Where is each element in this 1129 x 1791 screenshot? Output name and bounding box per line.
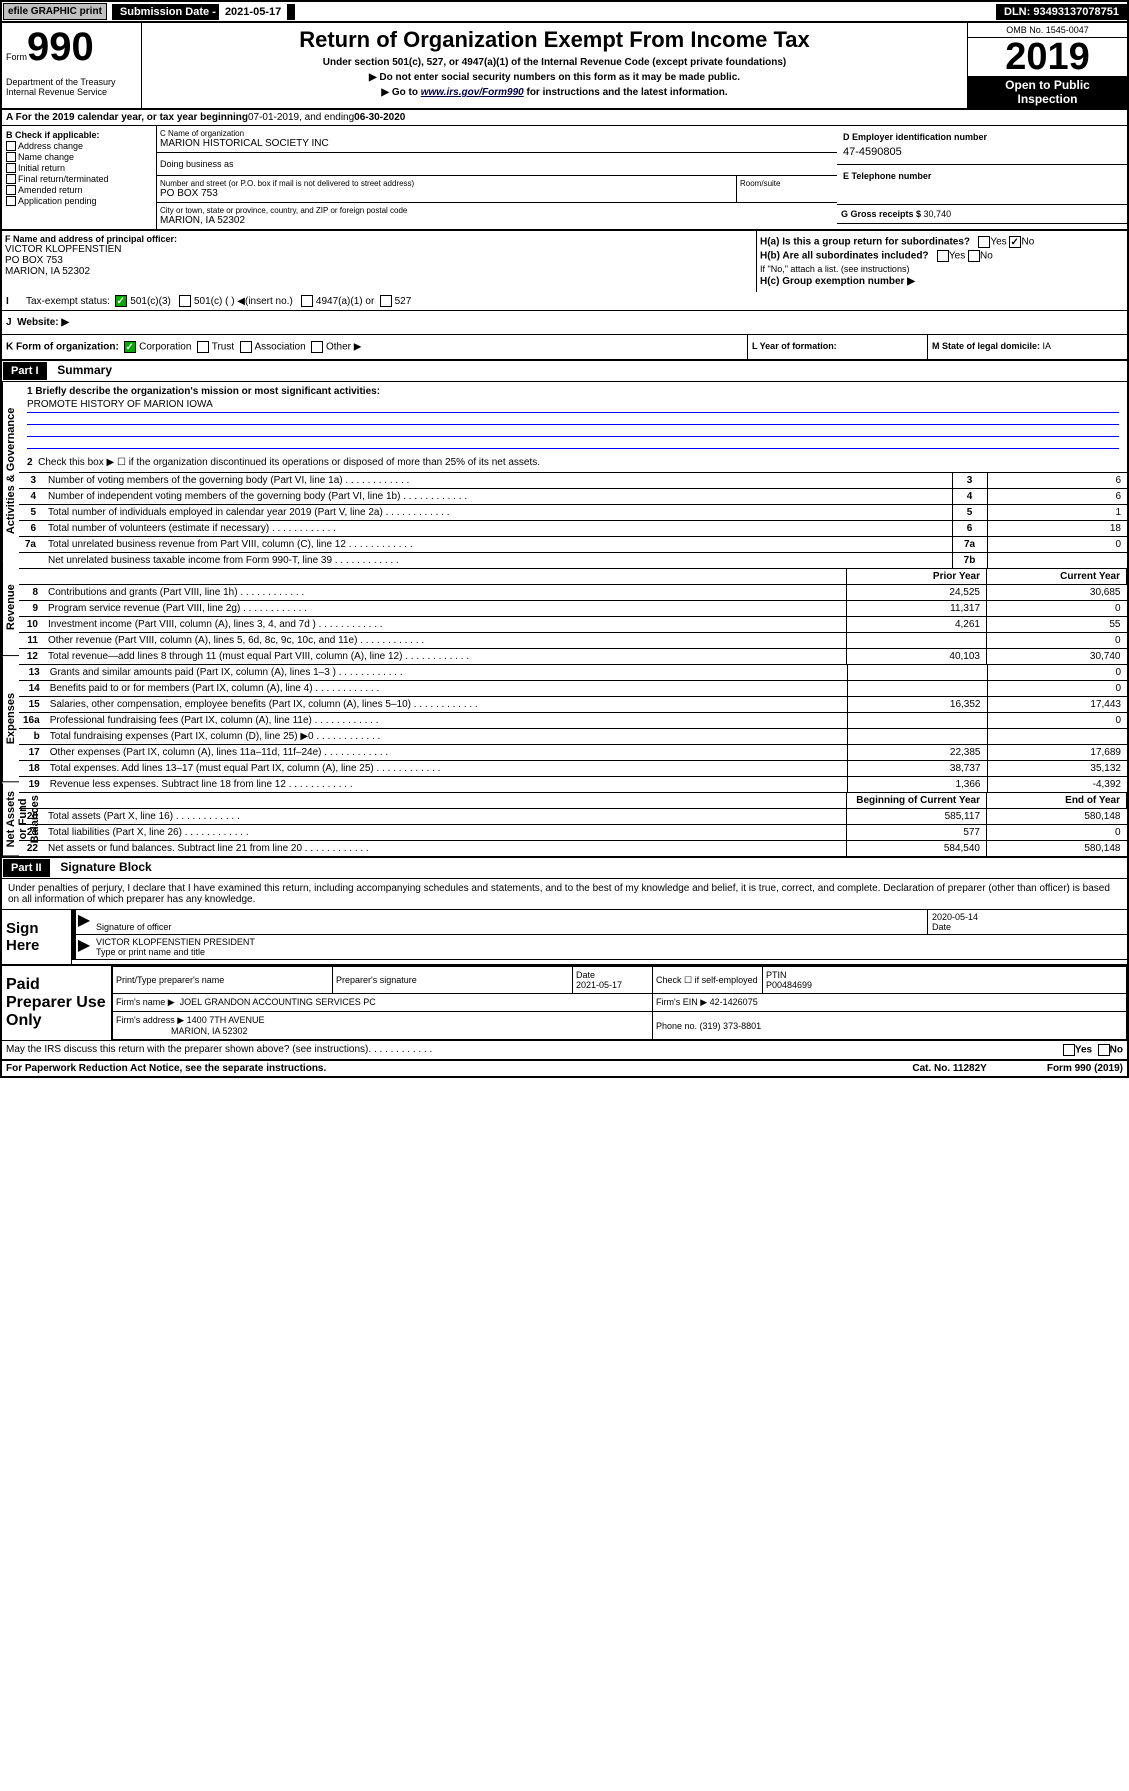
subtitle: Under section 501(c), 527, or 4947(a)(1)… bbox=[146, 57, 963, 68]
check-pending[interactable] bbox=[6, 196, 16, 206]
section-h: H(a) Is this a group return for subordin… bbox=[757, 231, 1127, 292]
firm-addr: 1400 7TH AVENUE bbox=[187, 1015, 265, 1025]
goto-note: ▶ Go to www.irs.gov/Form990 for instruct… bbox=[146, 87, 963, 98]
section-j-website: J Website: ▶ bbox=[2, 311, 1127, 335]
side-netassets: Net Assets or Fund Balances bbox=[2, 783, 19, 856]
officer-addr1: PO BOX 753 bbox=[5, 255, 753, 266]
main-title: Return of Organization Exempt From Incom… bbox=[146, 27, 963, 53]
prep-date: 2021-05-17 bbox=[576, 980, 622, 990]
gross-receipts: G Gross receipts $ 30,740 bbox=[837, 205, 1127, 224]
governance-table: 3Number of voting members of the governi… bbox=[19, 472, 1127, 568]
officer-type-name: VICTOR KLOPFENSTIEN PRESIDENT bbox=[96, 937, 1123, 947]
section-c-name-addr: C Name of organization MARION HISTORICAL… bbox=[157, 126, 837, 229]
form-ref: Form 990 (2019) bbox=[1047, 1063, 1123, 1074]
irs-link[interactable]: www.irs.gov/Form990 bbox=[421, 87, 524, 98]
section-i-tax-exempt: I Tax-exempt status: 501(c)(3) 501(c) ( … bbox=[2, 292, 1127, 311]
section-b-checks: B Check if applicable: Address change Na… bbox=[2, 126, 157, 229]
submission-date-label: Submission Date - 2021-05-17 bbox=[112, 4, 295, 20]
right-column: D Employer identification number 47-4590… bbox=[837, 126, 1127, 229]
room-suite: Room/suite bbox=[737, 176, 837, 202]
top-bar: efile GRAPHIC print Submission Date - 20… bbox=[2, 2, 1127, 23]
firm-name: JOEL GRANDON ACCOUNTING SERVICES PC bbox=[180, 997, 376, 1007]
ssn-note: ▶ Do not enter social security numbers o… bbox=[146, 72, 963, 83]
dln: DLN: 93493137078751 bbox=[996, 4, 1127, 20]
check-final[interactable] bbox=[6, 174, 16, 184]
paid-preparer-label: Paid Preparer Use Only bbox=[2, 966, 112, 1040]
main-info-grid: B Check if applicable: Address change Na… bbox=[2, 126, 1127, 231]
perjury-text: Under penalties of perjury, I declare th… bbox=[2, 879, 1127, 910]
check-name[interactable] bbox=[6, 152, 16, 162]
cat-no: Cat. No. 11282Y bbox=[912, 1063, 986, 1074]
tax-year: 2019 bbox=[968, 38, 1127, 76]
side-revenue: Revenue bbox=[2, 560, 19, 656]
part1-body: Activities & Governance Revenue Expenses… bbox=[2, 382, 1127, 856]
street-address: PO BOX 753 bbox=[160, 188, 733, 199]
city-state-zip: MARION, IA 52302 bbox=[160, 215, 834, 226]
firm-ein: 42-1426075 bbox=[710, 997, 758, 1007]
paid-preparer-table: Print/Type preparer's name Preparer's si… bbox=[112, 966, 1127, 1040]
side-expenses: Expenses bbox=[2, 656, 19, 782]
form-header: Form990 Department of the Treasury Inter… bbox=[2, 23, 1127, 110]
asset-table: Beginning of Current YearEnd of Year 20T… bbox=[19, 792, 1127, 856]
efile-button[interactable]: efile GRAPHIC print bbox=[3, 3, 107, 20]
title-box: Return of Organization Exempt From Incom… bbox=[142, 23, 967, 108]
501c3-check[interactable] bbox=[115, 295, 127, 307]
form-990-container: efile GRAPHIC print Submission Date - 20… bbox=[0, 0, 1129, 1078]
officer-addr2: MARION, IA 52302 bbox=[5, 266, 753, 277]
part1-header: Part I bbox=[3, 362, 47, 380]
check-initial[interactable] bbox=[6, 163, 16, 173]
sign-here-section: Sign Here ▶ Signature of officer 2020-05… bbox=[2, 910, 1127, 964]
check-amended[interactable] bbox=[6, 185, 16, 195]
section-f-officer: F Name and address of principal officer:… bbox=[2, 231, 757, 292]
sig-date: 2020-05-14 bbox=[932, 912, 1123, 922]
ein-label: D Employer identification number bbox=[843, 132, 1121, 142]
footer-notice: For Paperwork Reduction Act Notice, see … bbox=[2, 1059, 1127, 1076]
expense-table: 13Grants and similar amounts paid (Part … bbox=[19, 664, 1127, 792]
corp-check[interactable] bbox=[124, 341, 136, 353]
phone-label: E Telephone number bbox=[843, 171, 1121, 181]
ptin: P00484699 bbox=[766, 980, 812, 990]
discuss-row: May the IRS discuss this return with the… bbox=[2, 1040, 1127, 1059]
ha-no[interactable] bbox=[1009, 236, 1021, 248]
sign-here-label: Sign Here bbox=[2, 910, 72, 964]
section-f-h: F Name and address of principal officer:… bbox=[2, 231, 1127, 292]
org-name: MARION HISTORICAL SOCIETY INC bbox=[160, 138, 834, 149]
officer-name: VICTOR KLOPFENSTIEN bbox=[5, 244, 753, 255]
section-a-dates: A For the 2019 calendar year, or tax yea… bbox=[2, 110, 1127, 126]
omb-box: OMB No. 1545-0047 2019 Open to Public In… bbox=[967, 23, 1127, 108]
ein-value: 47-4590805 bbox=[843, 146, 1121, 158]
part2-title: Signature Block bbox=[60, 860, 151, 874]
section-klm: K Form of organization: Corporation Trus… bbox=[2, 335, 1127, 361]
form-number-box: Form990 Department of the Treasury Inter… bbox=[2, 23, 142, 108]
part1-header-row: Part I Summary bbox=[2, 361, 1127, 382]
revenue-table: Prior YearCurrent Year 8Contributions an… bbox=[19, 568, 1127, 664]
firm-phone: (319) 373-8801 bbox=[700, 1021, 762, 1031]
paid-preparer-section: Paid Preparer Use Only Print/Type prepar… bbox=[2, 964, 1127, 1040]
check-address[interactable] bbox=[6, 141, 16, 151]
part2-header-row: Part II Signature Block bbox=[2, 856, 1127, 879]
side-activities: Activities & Governance bbox=[2, 382, 19, 560]
mission-text: PROMOTE HISTORY OF MARION IOWA bbox=[27, 397, 1119, 413]
part1-title: Summary bbox=[57, 363, 112, 377]
part2-header: Part II bbox=[3, 859, 50, 877]
mission-section: 1 Briefly describe the organization's mi… bbox=[19, 382, 1127, 453]
firm-city: MARION, IA 52302 bbox=[171, 1026, 248, 1036]
open-inspect: Open to Public Inspection bbox=[968, 76, 1127, 108]
dba: Doing business as bbox=[157, 153, 837, 176]
dept-treasury: Department of the Treasury Internal Reve… bbox=[6, 77, 137, 97]
